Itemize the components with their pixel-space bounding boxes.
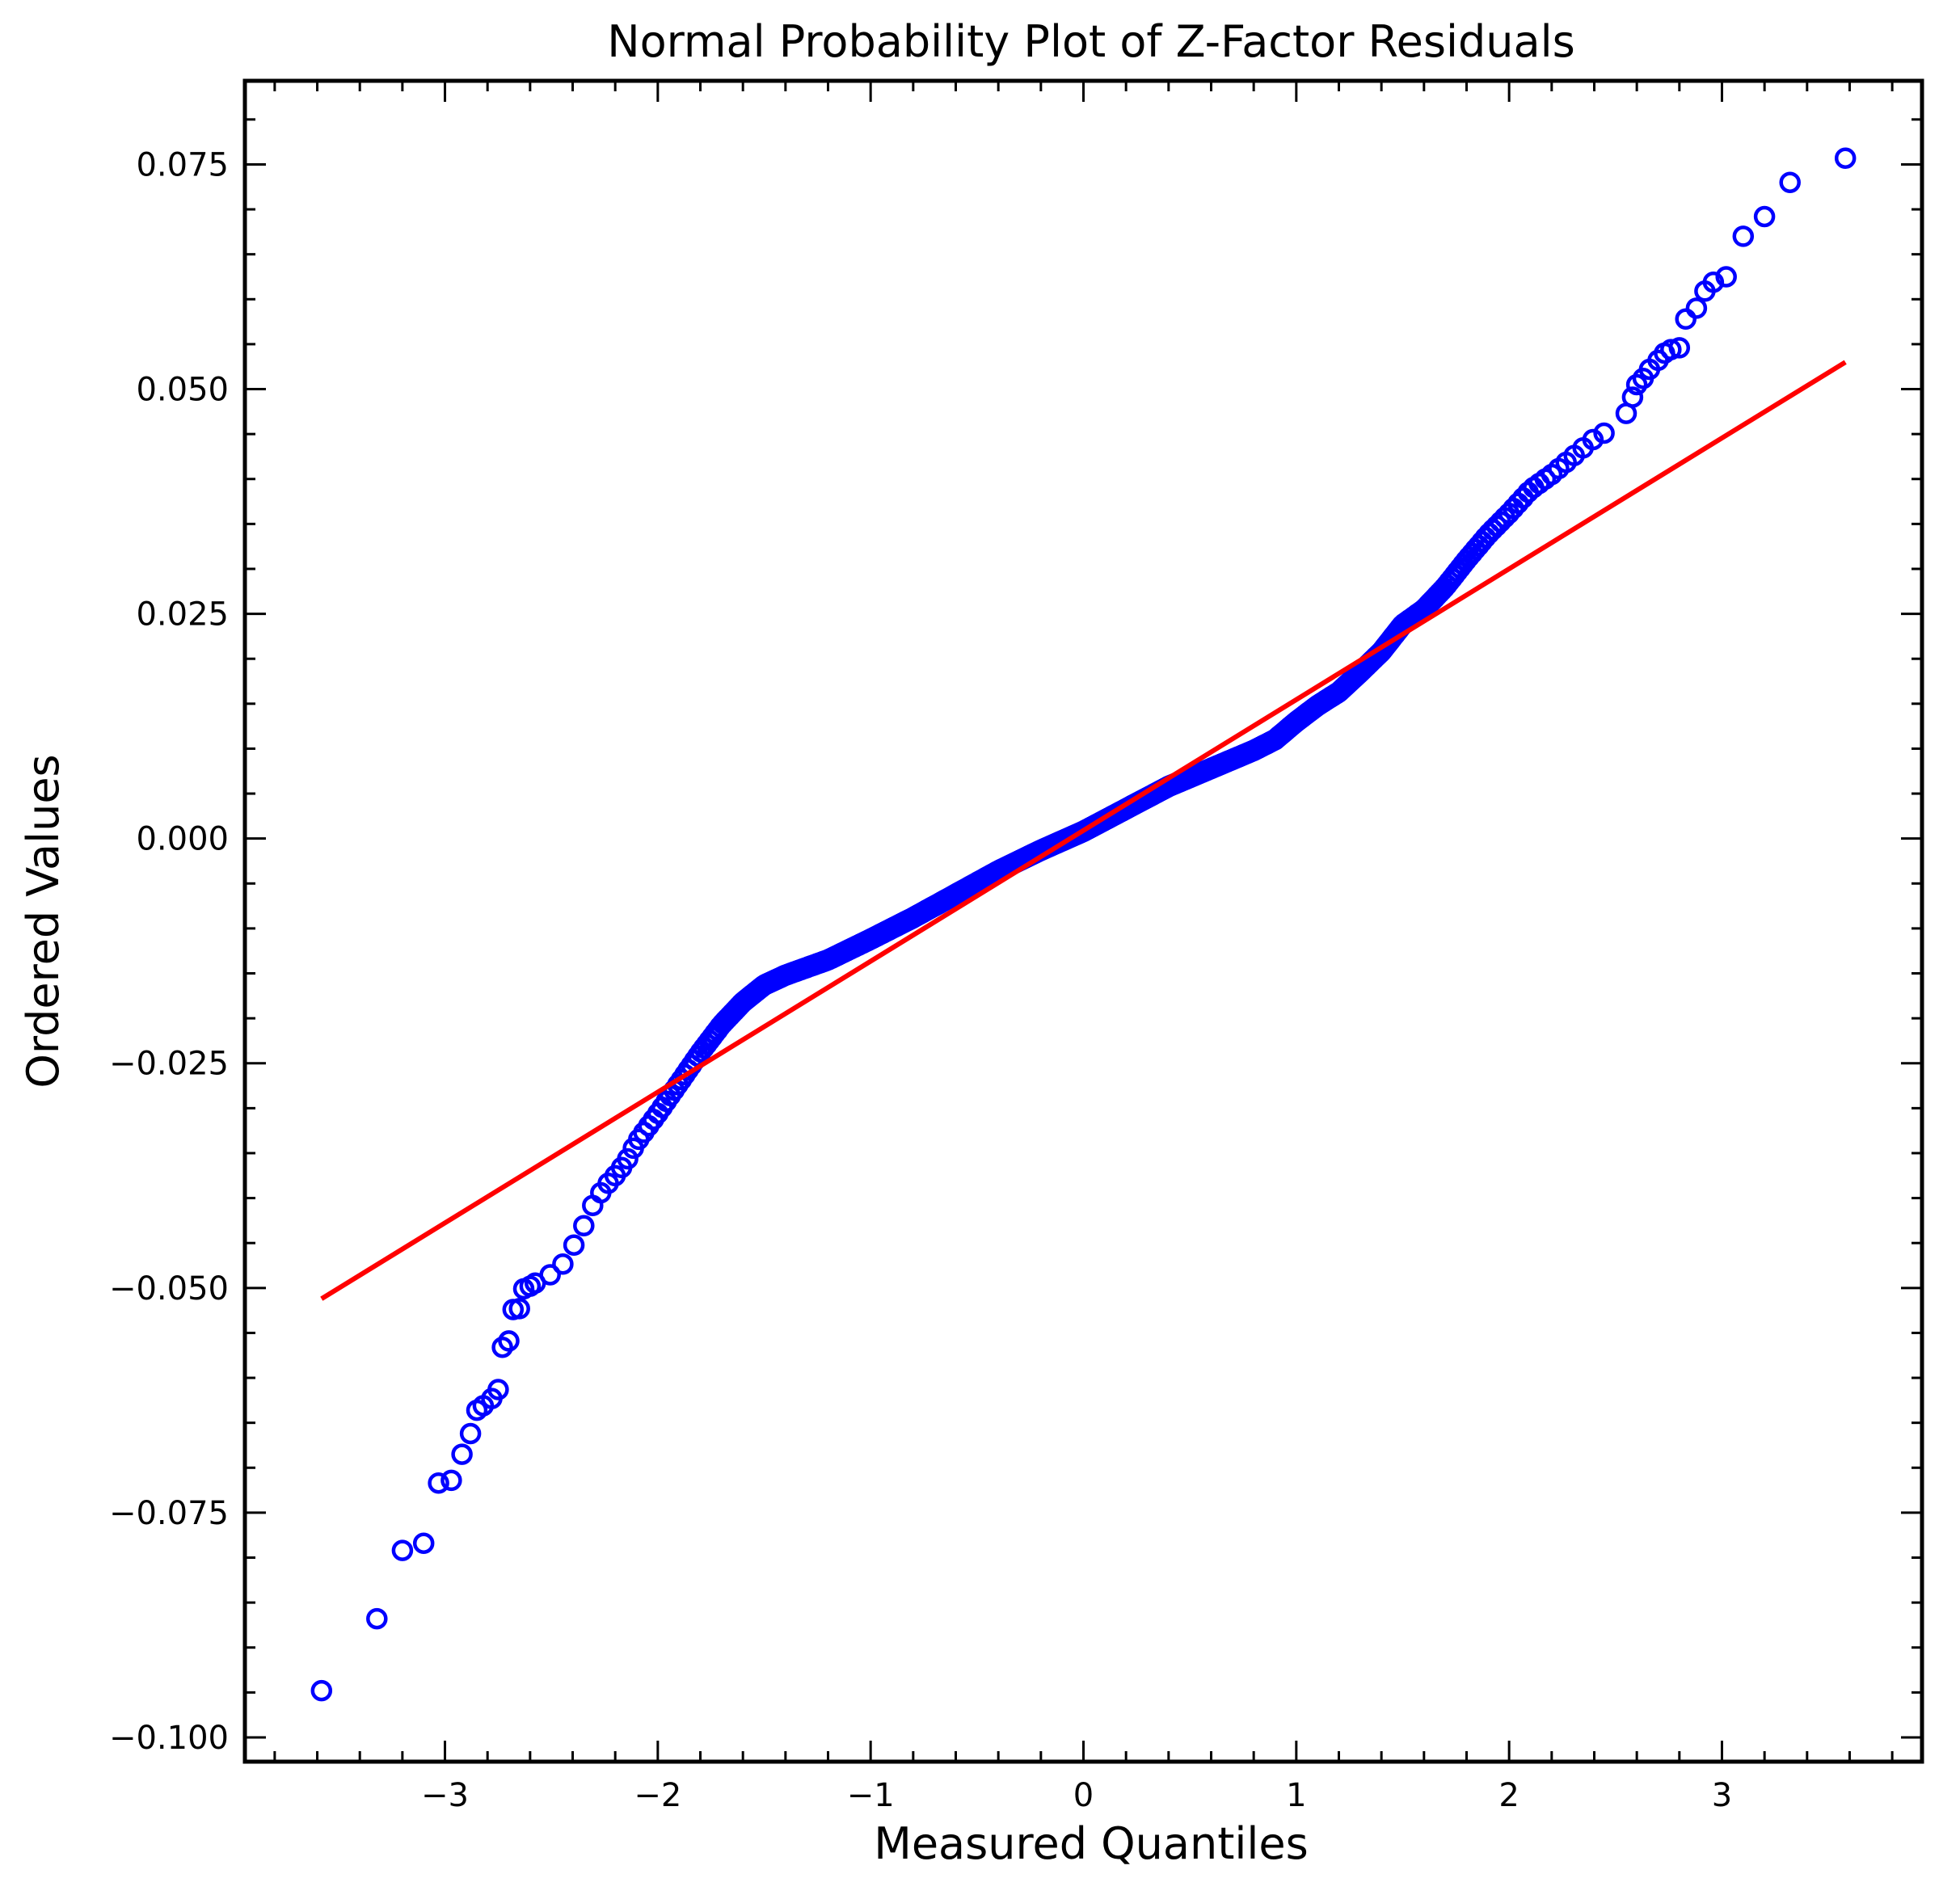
- y-tick-label: 0.000: [136, 821, 229, 858]
- x-tick-label: 2: [1498, 1777, 1519, 1814]
- x-tick-label: 1: [1286, 1777, 1306, 1814]
- data-point: [1753, 205, 1776, 228]
- y-tick-label: −0.050: [109, 1270, 229, 1308]
- y-tick-label: −0.100: [109, 1720, 229, 1757]
- x-axis: −3 −2 −1 0 1 2 3: [273, 81, 1894, 1814]
- y-tick-label: 0.050: [136, 372, 229, 409]
- data-point: [1702, 271, 1725, 293]
- data-point: [1715, 266, 1737, 288]
- data-point: [1675, 308, 1697, 331]
- data-point: [412, 1532, 435, 1554]
- data-point: [1685, 297, 1708, 319]
- data-point: [487, 1379, 509, 1400]
- data-point: [563, 1234, 585, 1256]
- x-tick-label: −1: [847, 1777, 895, 1814]
- data-point: [1621, 386, 1644, 408]
- data-point: [1593, 422, 1615, 444]
- data-point: [428, 1472, 449, 1494]
- data-point: [1625, 373, 1648, 396]
- data-point: [519, 1275, 542, 1297]
- y-tick-label: −0.075: [109, 1495, 229, 1532]
- y-axis: −0.100 −0.075 −0.050 −0.025 0.000 0.025 0.050 0…: [109, 118, 1922, 1757]
- x-axis-label: Measured Quantiles: [874, 1818, 1309, 1869]
- fit-line: [320, 360, 1847, 1301]
- plot-area: [310, 147, 1857, 1702]
- y-tick-label: −0.025: [109, 1046, 229, 1083]
- data-point: [573, 1215, 595, 1237]
- y-tick-label: 0.025: [136, 596, 229, 634]
- plot-frame: [242, 78, 1924, 1764]
- data-point: [440, 1469, 462, 1492]
- chart-title: Normal Probability Plot of Z-Factor Resi…: [607, 16, 1575, 67]
- data-point: [539, 1264, 561, 1286]
- data-point: [508, 1298, 530, 1320]
- x-tick-label: 3: [1712, 1777, 1732, 1814]
- data-point: [310, 1679, 333, 1702]
- data-point: [1779, 171, 1801, 193]
- data-point: [552, 1253, 574, 1275]
- data-point: [1668, 337, 1691, 359]
- data-point: [617, 1148, 639, 1170]
- data-point: [491, 1336, 513, 1358]
- y-tick-label: 0.075: [136, 146, 229, 183]
- data-point: [1834, 147, 1857, 169]
- data-point: [451, 1443, 473, 1465]
- x-tick-label: −2: [634, 1777, 681, 1814]
- data-point: [366, 1607, 388, 1630]
- x-tick-label: −3: [421, 1777, 469, 1814]
- x-tick-label: 0: [1073, 1777, 1094, 1814]
- data-point: [459, 1422, 482, 1445]
- data-point: [1582, 428, 1604, 451]
- data-point: [1660, 339, 1682, 360]
- data-point: [1732, 225, 1755, 247]
- data-point: [498, 1330, 520, 1352]
- data-point: [391, 1539, 414, 1561]
- y-axis-label: Ordered Values: [18, 754, 69, 1088]
